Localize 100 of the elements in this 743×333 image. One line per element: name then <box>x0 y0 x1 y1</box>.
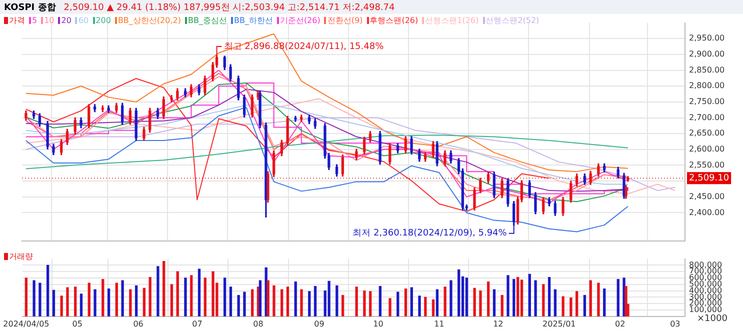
bar <box>314 286 317 316</box>
chart-title: KOSPI 종합 <box>4 2 56 14</box>
bar <box>528 274 531 316</box>
bar <box>251 289 254 316</box>
bar <box>294 282 297 316</box>
legend-label: 선행스팬2(52) <box>486 15 540 26</box>
bar <box>570 298 572 316</box>
bar <box>148 277 152 316</box>
bar <box>548 277 551 316</box>
bar <box>46 264 50 316</box>
bar <box>583 294 586 316</box>
bar <box>286 286 290 316</box>
bar <box>258 280 262 316</box>
bar <box>24 278 28 316</box>
annotation: 최저 2,360.18(2024/12/09), 5.94% <box>352 228 508 239</box>
bar <box>520 280 524 316</box>
legend-label: BB_하한선 <box>234 15 273 26</box>
bar <box>88 282 90 316</box>
bar <box>300 289 303 316</box>
bar <box>465 278 468 316</box>
bar <box>363 290 366 316</box>
y-tick-label: 100,000 <box>689 305 722 314</box>
bar <box>280 289 284 316</box>
y-tick-label: 2,450.00 <box>689 192 725 201</box>
bar <box>436 289 439 316</box>
bar <box>142 288 146 316</box>
bar <box>272 285 276 316</box>
bar <box>506 275 510 316</box>
y-tick-label: 300,000 <box>689 292 722 302</box>
legend-label: 거래량 <box>9 251 33 262</box>
legend-label: 후행스팬(26) <box>370 15 418 26</box>
bar <box>94 289 96 316</box>
bar <box>243 292 246 316</box>
bar <box>170 284 174 316</box>
bar <box>38 282 42 316</box>
bar <box>328 280 330 316</box>
bar <box>603 288 606 316</box>
bar <box>32 280 36 316</box>
bar <box>378 286 382 316</box>
y-tick-label: 800,000 <box>689 260 722 270</box>
x-tick-label: 06 <box>133 319 144 328</box>
bar <box>410 287 413 316</box>
bar <box>554 289 557 316</box>
text: ×1000 <box>697 314 728 324</box>
y-tick-label: 2,850.00 <box>689 65 725 74</box>
x-tick-label: 2024/04/05 <box>3 319 50 328</box>
y-tick-label: 2,950.00 <box>689 34 725 43</box>
y-tick-label: 400,000 <box>689 286 722 295</box>
x-tick-label: 07 <box>192 319 202 328</box>
bar <box>424 296 427 316</box>
x-tick-label: 03 <box>670 319 680 328</box>
bar <box>74 286 77 316</box>
bar <box>369 291 372 316</box>
bar <box>562 296 564 316</box>
y-tick-label: 2,550.00 <box>689 160 725 170</box>
x-tick-label: 10 <box>373 319 384 328</box>
legend-label: BB_중심선 <box>188 15 227 26</box>
x-tick-label: 2025/01 <box>542 319 576 328</box>
bar <box>418 296 421 316</box>
bar <box>500 294 504 316</box>
bar <box>336 285 338 316</box>
x-tick-label: 02 <box>615 319 626 328</box>
bar <box>190 275 193 316</box>
y-tick-label: 2,700.00 <box>689 112 725 122</box>
bar <box>487 282 490 316</box>
bar <box>444 286 446 316</box>
legend-label: BB_상한선(20,2) <box>118 15 181 26</box>
bar <box>212 271 214 316</box>
bar <box>66 287 69 316</box>
bar <box>576 291 578 316</box>
y-tick-label: 200,000 <box>689 298 722 308</box>
bar <box>534 280 537 316</box>
bar <box>129 289 132 316</box>
x-tick-label: 11 <box>434 319 444 328</box>
bar <box>432 299 435 316</box>
bar <box>355 286 358 316</box>
ref-line-label: 2,509.10 <box>689 174 730 184</box>
bar <box>388 298 392 316</box>
legend-label: 60 <box>78 16 89 25</box>
y-tick-label: 2,400.00 <box>689 208 725 217</box>
bar <box>52 290 56 316</box>
y-tick-label: 2,650.00 <box>689 128 725 138</box>
bar <box>492 289 496 316</box>
legend-label: 가격 <box>9 15 25 26</box>
bar <box>266 280 270 316</box>
bar <box>512 278 516 316</box>
bar <box>223 278 226 316</box>
chart-subtitle: 2,509.10 ▲ 29.41 (1.18%) 187,995천 시:2,503.94 고:2,514.71 저:2,498.74 <box>64 2 395 14</box>
y-tick-label: 2,800.00 <box>689 81 725 90</box>
bar <box>107 288 110 316</box>
bar <box>624 286 628 316</box>
y-tick-label: 2,900.00 <box>689 50 725 59</box>
bar <box>229 286 232 316</box>
bar <box>60 296 63 316</box>
bar <box>396 292 400 316</box>
bar <box>597 282 600 316</box>
bar <box>479 290 482 316</box>
bar <box>616 278 620 316</box>
bar <box>458 269 460 316</box>
x-tick-label: 09 <box>314 319 324 328</box>
